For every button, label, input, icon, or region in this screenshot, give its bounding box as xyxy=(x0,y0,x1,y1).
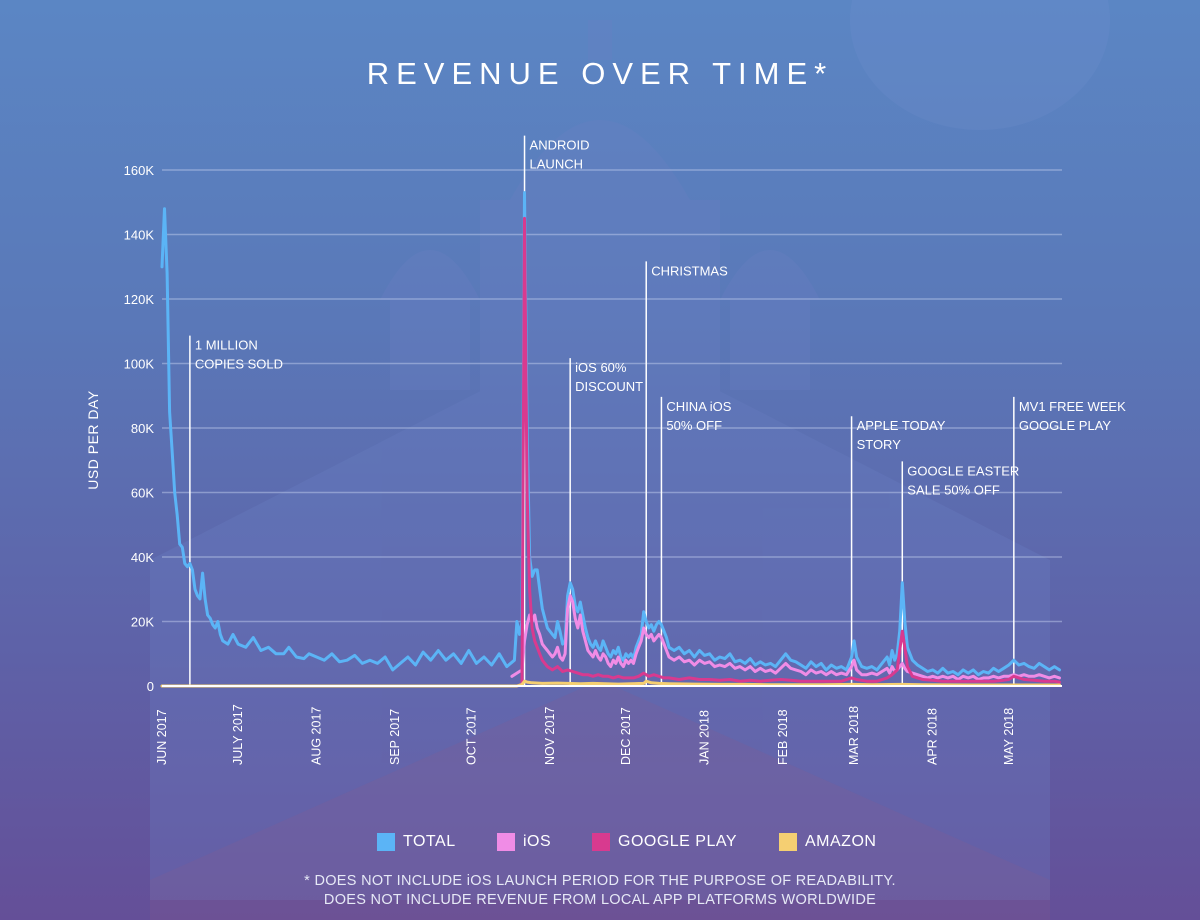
y-axis-label: USD PER DAY xyxy=(85,390,101,490)
y-tick-label: 140K xyxy=(124,228,155,243)
legend-swatch-google-play xyxy=(592,833,610,851)
x-tick-label: APR 2018 xyxy=(926,708,940,765)
x-tick-label: MAY 2018 xyxy=(1002,708,1016,765)
x-tick-label: JAN 2018 xyxy=(698,710,712,765)
x-tick-label: DEC 2017 xyxy=(619,707,633,765)
x-tick-label: JUN 2017 xyxy=(155,709,169,765)
chart-legend: TOTAL iOS GOOGLE PLAY AMAZON xyxy=(0,833,1200,857)
legend-label-ios: iOS xyxy=(523,833,552,850)
legend-label-total: TOTAL xyxy=(403,833,456,850)
y-tick-label: 0 xyxy=(147,679,154,694)
annotation-label: SALE 50% OFF xyxy=(907,482,1000,497)
legend-item-google-play: GOOGLE PLAY xyxy=(592,833,737,851)
annotation-label: ANDROID xyxy=(530,138,590,153)
x-tick-label: NOV 2017 xyxy=(543,707,557,765)
y-tick-label: 120K xyxy=(124,292,155,307)
legend-item-total: TOTAL xyxy=(377,833,456,851)
legend-swatch-ios xyxy=(497,833,515,851)
annotation-label: 1 MILLION xyxy=(195,338,258,353)
y-tick-label: 20K xyxy=(131,615,154,630)
x-tick-label: MAR 2018 xyxy=(847,706,861,765)
annotation-label: LAUNCH xyxy=(530,157,583,172)
series-line-google-play xyxy=(515,216,1061,688)
footnote: * DOES NOT INCLUDE iOS LAUNCH PERIOD FOR… xyxy=(0,872,1200,910)
annotation-label: APPLE TODAY xyxy=(857,418,946,433)
x-axis: JUN 2017 JULY 2017 AUG 2017 SEP 2017 OCT 201… xyxy=(155,685,1062,765)
x-tick-label: JULY 2017 xyxy=(231,704,245,765)
legend-swatch-amazon xyxy=(779,833,797,851)
legend-swatch-total xyxy=(377,833,395,851)
legend-item-ios: iOS xyxy=(497,833,551,851)
footnote-line-2: DOES NOT INCLUDE REVENUE FROM LOCAL APP … xyxy=(323,892,877,908)
annotation-label: GOOGLE EASTER xyxy=(907,463,1019,478)
legend-label-amazon: AMAZON xyxy=(805,833,877,850)
y-tick-label: 100K xyxy=(124,357,155,372)
y-tick-label: 80K xyxy=(131,421,154,436)
x-tick-label: AUG 2017 xyxy=(310,707,324,765)
footnote-line-1: * DOES NOT INCLUDE iOS LAUNCH PERIOD FOR… xyxy=(304,873,896,889)
y-tick-label: 40K xyxy=(131,550,154,565)
series-line-ios xyxy=(510,594,1061,681)
y-axis: 0 20K 40K 60K 80K 100K 120K 140K 160K xyxy=(124,163,155,694)
x-tick-label: SEP 2017 xyxy=(388,709,402,765)
annotation-label: MV1 FREE WEEK xyxy=(1019,399,1126,414)
y-tick-label: 60K xyxy=(131,486,154,501)
legend-label-google-play: GOOGLE PLAY xyxy=(618,833,738,850)
revenue-chart: 0 20K 40K 60K 80K 100K 120K 140K 160K USD PER DA… xyxy=(85,135,1126,765)
annotation-label: 50% OFF xyxy=(666,418,722,433)
x-tick-label: FEB 2018 xyxy=(776,709,790,765)
series-line-amazon xyxy=(160,679,1061,688)
annotation-label: GOOGLE PLAY xyxy=(1019,418,1112,433)
annotation-label: DISCOUNT xyxy=(575,379,643,394)
x-tick-label: OCT 2017 xyxy=(464,708,478,765)
annotation-label: CHINA iOS xyxy=(666,399,731,414)
annotation-label: STORY xyxy=(857,437,902,452)
legend-item-amazon: AMAZON xyxy=(779,833,876,851)
y-tick-label: 160K xyxy=(124,163,155,178)
chart-title: REVENUE OVER TIME* xyxy=(366,56,834,91)
annotation-label: CHRISTMAS xyxy=(651,263,728,278)
chart-series xyxy=(160,191,1061,688)
annotation-label: iOS 60% xyxy=(575,360,627,375)
event-annotations: 1 MILLION COPIES SOLD ANDROID LAUNCH iOS 60%… xyxy=(189,135,1126,686)
annotation-label: COPIES SOLD xyxy=(195,357,283,372)
series-line-total xyxy=(160,191,1061,677)
